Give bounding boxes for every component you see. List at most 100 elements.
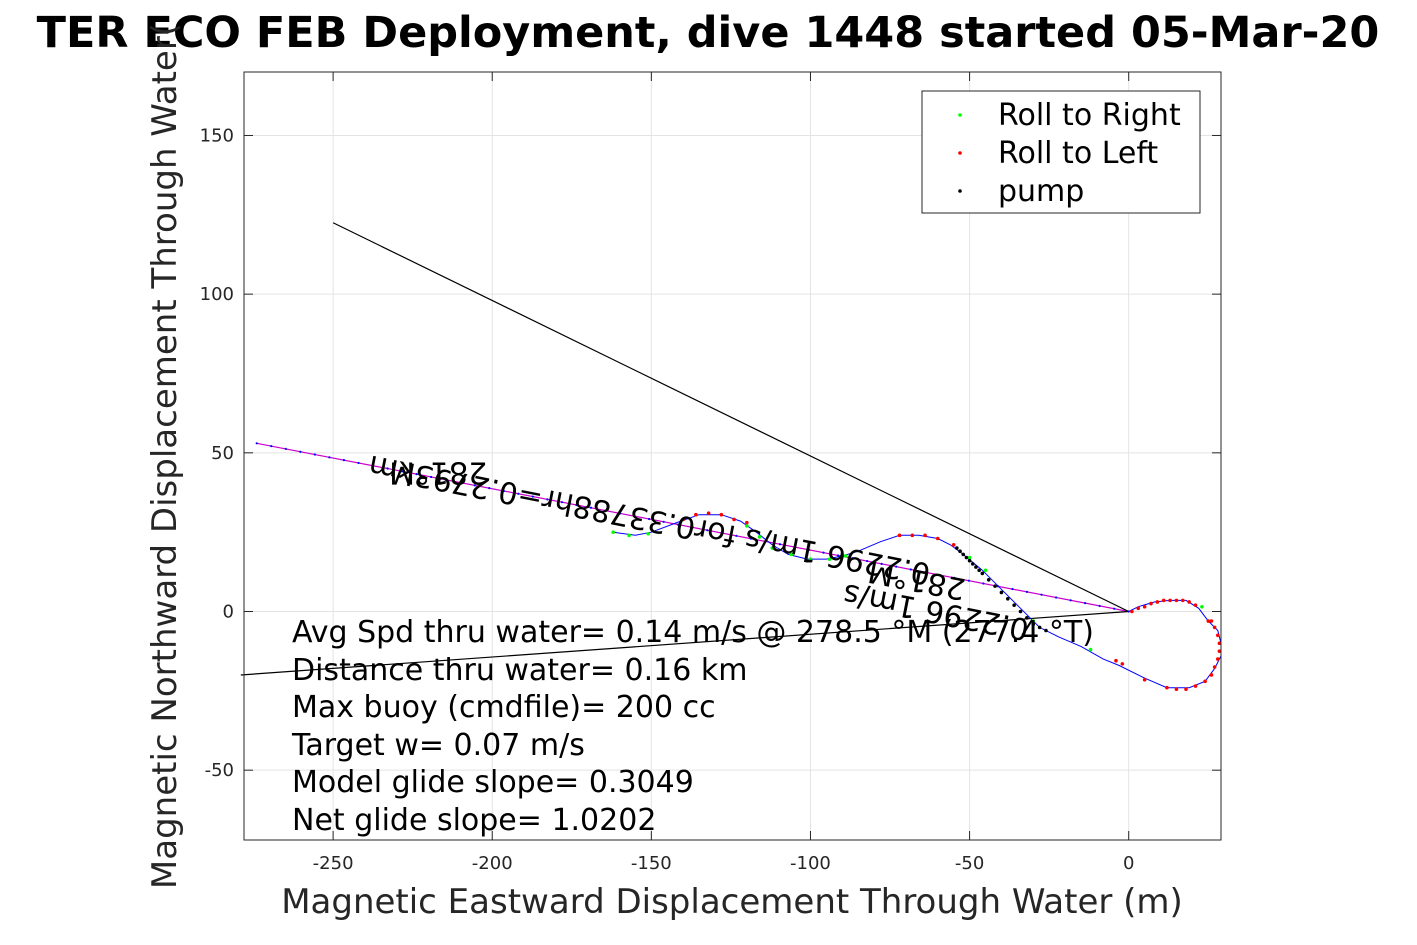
heading-line-dot: [560, 501, 564, 504]
heading-line-dot: [895, 565, 898, 568]
heading-line-dot: [807, 548, 811, 551]
roll-left-point: [1187, 600, 1191, 604]
heading-line-dot: [749, 537, 752, 540]
y-tick-label: 0: [223, 602, 234, 623]
heading-line-dot: [851, 557, 854, 560]
heading-line-dot: [1011, 587, 1014, 591]
heading-line-dot: [764, 540, 767, 543]
roll-right-point: [1200, 604, 1204, 609]
depth-avg-line: [240, 610, 1129, 676]
roll-right-point: [789, 552, 794, 557]
legend-box: [921, 90, 1201, 214]
heading-line-dot: [299, 450, 302, 453]
stat-line: Model glide slope= 0.3049: [292, 765, 694, 800]
track: [613, 514, 1222, 689]
stat-line: Target w= 0.07 m/s: [291, 728, 585, 763]
pump-point: [1005, 597, 1010, 601]
roll-right-point: [745, 524, 749, 528]
heading-line-dot: [328, 456, 331, 459]
roll-right-point: [827, 557, 832, 561]
roll-left-point: [910, 533, 915, 538]
legend-label: Roll to Right: [998, 98, 1181, 133]
stats-text: Avg Spd thru water= 0.14 m/s @ 278.5 °M …: [291, 615, 1094, 838]
heading-line-dot: [720, 531, 723, 535]
heading-line-dot: [371, 464, 375, 467]
roll-left-point: [951, 543, 956, 547]
heading-line-dot: [691, 526, 694, 529]
heading-line-dot: [633, 515, 636, 518]
heading-line-dot: [342, 459, 346, 462]
x-tick-label: -200: [472, 853, 513, 874]
pump-point: [1037, 625, 1042, 630]
y-tick-label: 50: [211, 443, 234, 464]
roll-left-point: [706, 511, 711, 515]
heading-line-dot: [400, 470, 404, 473]
heading-line-dot: [1098, 604, 1101, 607]
roll-left-point: [1212, 625, 1217, 630]
heading-line-dot: [1069, 599, 1072, 602]
heading-line-dot: [255, 442, 258, 445]
heading-line-dot: [488, 487, 491, 490]
pump-point: [961, 552, 966, 557]
heading-line-dot: [575, 503, 578, 507]
x-tick-label: 0: [1123, 853, 1134, 874]
points: [611, 511, 1222, 692]
pump-point: [970, 562, 975, 566]
heading-line-dot: [648, 517, 651, 521]
pump-point: [955, 546, 959, 550]
pump-point: [977, 568, 981, 573]
heading-line-dot: [778, 543, 782, 546]
heading-line-dot: [386, 467, 389, 470]
roll-left-point: [1174, 598, 1179, 603]
heading-line-dot: [444, 478, 447, 481]
roll-right-point: [770, 546, 775, 550]
x-tick-label: -150: [631, 853, 672, 874]
pump-point: [974, 565, 978, 569]
y-tick-label: 100: [200, 284, 234, 305]
roll-left-point: [1203, 679, 1207, 684]
heading-line-dot: [502, 489, 505, 493]
roll-left-point: [1142, 604, 1147, 609]
legend-marker-roll-right: [958, 113, 962, 117]
roll-left-point: [1165, 685, 1169, 690]
pump-point: [967, 558, 972, 563]
roll-right-point: [1088, 647, 1093, 652]
roll-left-point: [1216, 657, 1220, 661]
chart-title: TER ECO FEB Deployment, dive 1448 starte…: [37, 8, 1380, 58]
heading-line-dot: [953, 576, 956, 579]
roll-left-point: [1120, 662, 1125, 666]
roll-left-point: [719, 512, 724, 517]
heading-line-dot: [836, 554, 840, 557]
roll-left-point: [1181, 598, 1185, 603]
heading-line-dot: [313, 453, 316, 456]
heading-line-dot: [589, 506, 593, 509]
heading-line-dot: [662, 520, 665, 523]
pump-point: [964, 555, 969, 560]
heading-line-dot: [793, 545, 796, 549]
roll-left-point: [1142, 677, 1147, 682]
roll-left-point: [1217, 641, 1222, 646]
heading-line-dot: [982, 582, 985, 585]
heading-line-dot: [1054, 596, 1058, 599]
heading-line-dot: [546, 498, 549, 501]
current-line: [332, 222, 1129, 613]
stat-line: Net glide slope= 1.0202: [292, 803, 656, 838]
stat-line: Max buoy (cmdfile)= 200 cc: [292, 690, 716, 725]
heading-line-dot: [1084, 601, 1087, 605]
roll-left-point: [1209, 673, 1214, 677]
heading-line-dot: [677, 523, 680, 526]
heading-line-dot: [1025, 590, 1029, 593]
roll-right-point: [983, 568, 988, 573]
stat-line: Distance thru water= 0.16 km: [292, 653, 747, 688]
heading-line-dot: [967, 579, 970, 582]
pump-point: [1031, 622, 1036, 626]
pump-point: [999, 590, 1004, 595]
roll-left-point: [1155, 600, 1160, 604]
legend-marker-roll-left: [958, 151, 962, 155]
roll-right-point: [757, 535, 762, 539]
annotation-text: 281°M: [389, 454, 487, 489]
roll-right-point: [627, 533, 631, 538]
roll-left-point: [897, 533, 902, 538]
roll-left-point: [1136, 606, 1141, 611]
pump-point: [958, 549, 962, 554]
